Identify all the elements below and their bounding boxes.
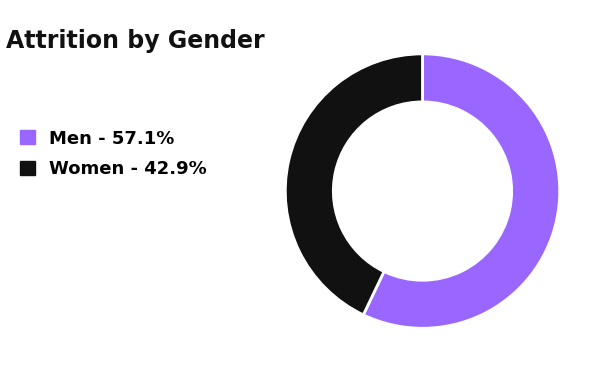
Text: Attrition by Gender: Attrition by Gender (6, 29, 265, 53)
Wedge shape (364, 54, 560, 328)
Wedge shape (286, 54, 422, 315)
Legend: Men - 57.1%, Women - 42.9%: Men - 57.1%, Women - 42.9% (15, 124, 212, 184)
